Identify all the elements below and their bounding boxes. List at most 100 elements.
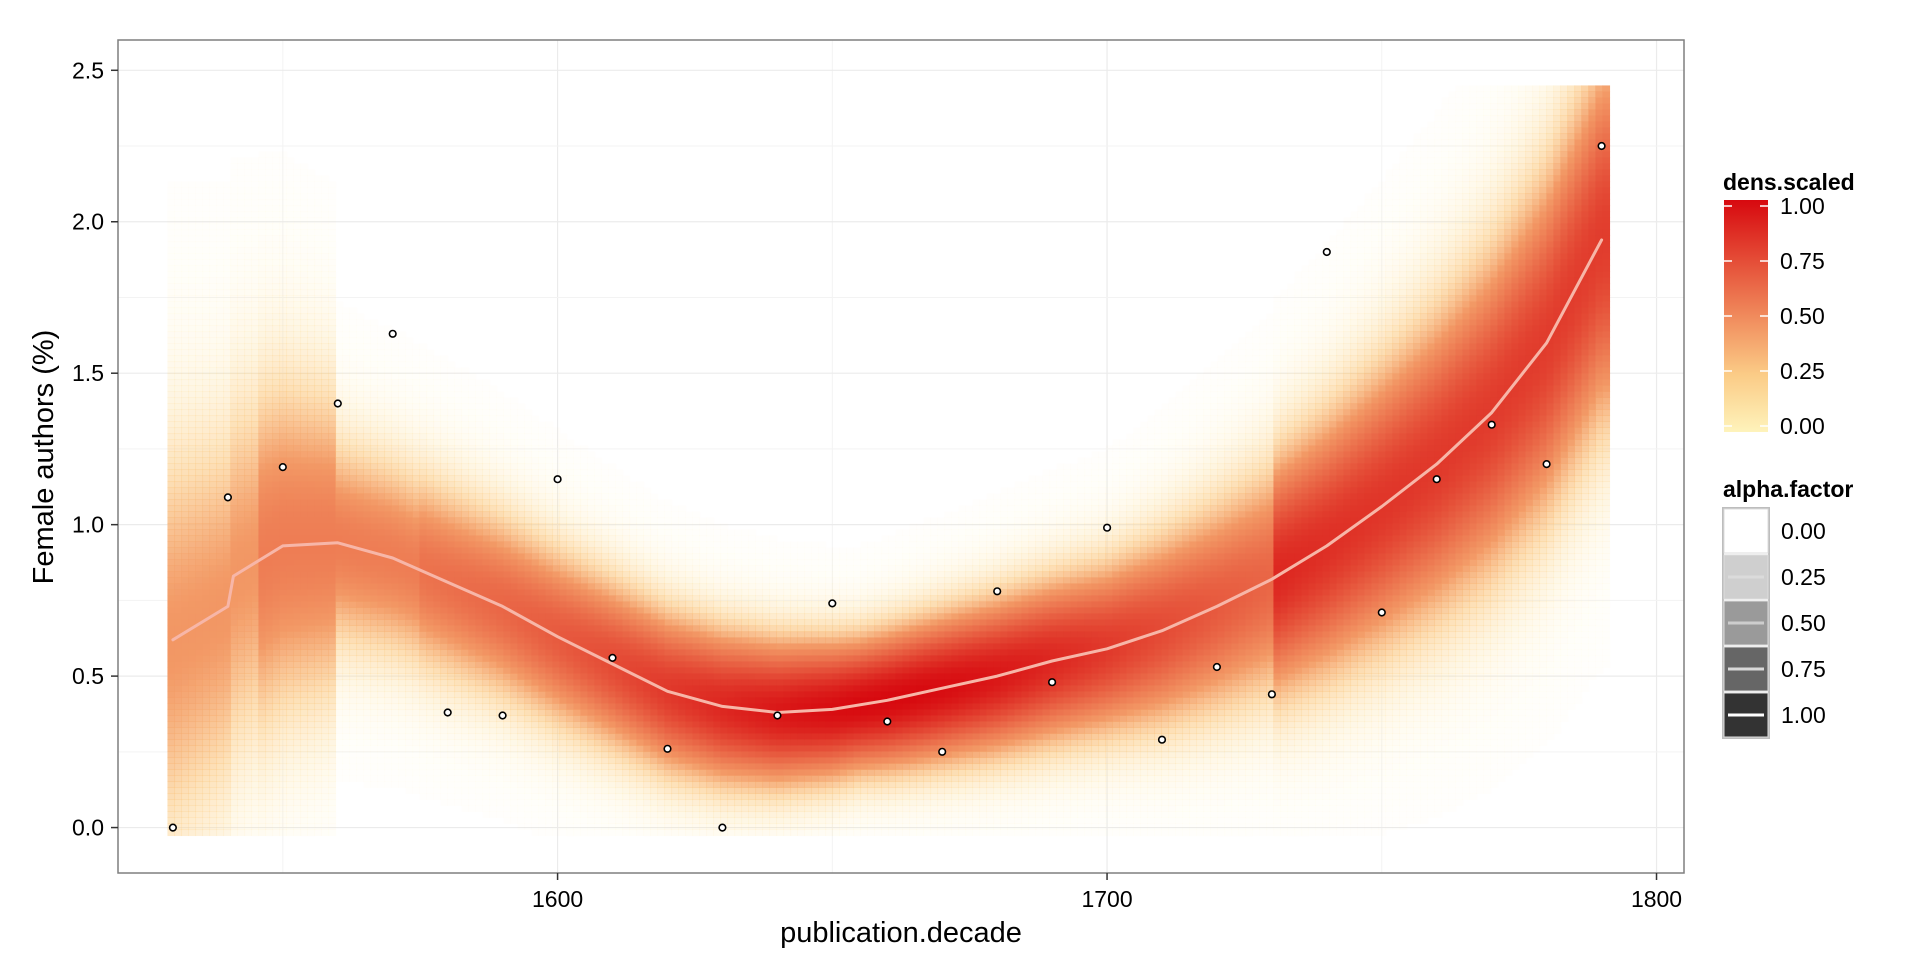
density-column bbox=[1000, 487, 1008, 836]
data-point bbox=[1598, 143, 1605, 150]
density-column bbox=[958, 505, 966, 836]
density-column bbox=[944, 511, 952, 836]
legend-dens-scaled: dens.scaled 1.000.750.500.250.00 bbox=[1723, 169, 1855, 439]
density-column bbox=[1483, 85, 1491, 794]
density-column bbox=[741, 529, 749, 836]
density-column bbox=[839, 547, 847, 836]
density-column bbox=[1084, 457, 1092, 836]
density-column bbox=[874, 541, 882, 836]
density-column bbox=[1154, 409, 1162, 836]
density-column bbox=[1224, 349, 1232, 836]
density-column bbox=[811, 541, 819, 836]
density-column bbox=[587, 451, 595, 836]
y-tick-label: 2.5 bbox=[72, 57, 104, 83]
density-column bbox=[1497, 85, 1505, 782]
data-point bbox=[1214, 664, 1221, 671]
density-column bbox=[1091, 451, 1099, 836]
data-point bbox=[170, 824, 177, 831]
density-column bbox=[860, 541, 868, 836]
density-column bbox=[965, 505, 973, 836]
density-column bbox=[1231, 343, 1239, 836]
density-column bbox=[552, 427, 560, 836]
density-column bbox=[174, 181, 182, 836]
data-point bbox=[609, 655, 616, 662]
density-column bbox=[328, 181, 336, 836]
density-column bbox=[545, 421, 553, 836]
density-column bbox=[979, 499, 987, 836]
density-column bbox=[1511, 85, 1519, 770]
data-point bbox=[939, 749, 946, 756]
x-axis: 1600 1700 1800 bbox=[532, 873, 1682, 912]
density-column bbox=[349, 307, 357, 782]
density-column bbox=[244, 157, 252, 836]
data-point bbox=[1324, 249, 1331, 256]
density-column bbox=[300, 163, 308, 836]
density-column bbox=[818, 541, 826, 836]
density-column bbox=[1322, 241, 1330, 836]
density-column bbox=[706, 517, 714, 836]
data-point bbox=[884, 718, 891, 725]
density-column bbox=[902, 529, 910, 836]
alpha-key-label: 0.25 bbox=[1781, 564, 1826, 590]
density-column bbox=[930, 517, 938, 836]
y-axis: 0.00.51.01.52.02.5 bbox=[72, 57, 118, 840]
density-column bbox=[804, 541, 812, 836]
density-column bbox=[734, 529, 742, 836]
data-point bbox=[1488, 421, 1495, 428]
density-column bbox=[608, 463, 616, 836]
density-column bbox=[1567, 85, 1575, 710]
x-tick-label: 1700 bbox=[1081, 886, 1132, 912]
data-point bbox=[335, 400, 342, 407]
density-column bbox=[1238, 337, 1246, 836]
density-column bbox=[664, 499, 672, 836]
density-column bbox=[1581, 85, 1589, 692]
y-tick-label: 1.0 bbox=[72, 512, 104, 538]
density-column bbox=[1161, 403, 1169, 836]
legend-title-alpha: alpha.factor bbox=[1723, 476, 1853, 502]
density-column bbox=[615, 469, 623, 836]
density-column bbox=[1112, 439, 1120, 836]
density-column bbox=[1574, 85, 1582, 704]
density-column bbox=[293, 163, 301, 836]
density-column bbox=[307, 169, 315, 836]
density-column bbox=[1245, 331, 1253, 836]
density-column bbox=[1007, 487, 1015, 836]
density-column bbox=[181, 181, 189, 836]
density-column bbox=[748, 529, 756, 836]
density-column bbox=[1049, 469, 1057, 836]
density-column bbox=[1294, 271, 1302, 836]
data-point bbox=[774, 712, 781, 719]
data-point bbox=[280, 464, 287, 471]
x-axis-label: publication.decade bbox=[780, 917, 1022, 949]
density-column bbox=[923, 517, 931, 836]
density-column bbox=[1189, 379, 1197, 836]
alpha-key bbox=[1724, 509, 1768, 553]
density-column bbox=[1210, 361, 1218, 836]
density-column bbox=[1056, 463, 1064, 836]
data-point bbox=[554, 476, 561, 483]
density-column bbox=[1469, 85, 1477, 800]
density-column bbox=[1098, 451, 1106, 836]
density-column bbox=[573, 445, 581, 836]
colorbar-label: 0.50 bbox=[1780, 303, 1825, 329]
density-column bbox=[1553, 85, 1561, 734]
data-point bbox=[1159, 736, 1166, 743]
legend-alpha-factor: alpha.factor 0.000.250.500.751.00 bbox=[1723, 476, 1853, 738]
density-column bbox=[1301, 265, 1309, 836]
density-column bbox=[1105, 445, 1113, 836]
density-column bbox=[657, 499, 665, 836]
density-column bbox=[286, 157, 294, 836]
data-point bbox=[1104, 524, 1111, 531]
density-column bbox=[216, 181, 224, 836]
density-column bbox=[832, 547, 840, 836]
x-tick-label: 1800 bbox=[1631, 886, 1682, 912]
x-tick-label: 1600 bbox=[532, 886, 583, 912]
data-point bbox=[499, 712, 506, 719]
density-column bbox=[1595, 85, 1603, 674]
density-column bbox=[993, 493, 1001, 836]
data-point bbox=[1433, 476, 1440, 483]
data-point bbox=[1543, 461, 1550, 468]
density-column bbox=[1518, 85, 1526, 764]
density-column bbox=[790, 541, 798, 836]
